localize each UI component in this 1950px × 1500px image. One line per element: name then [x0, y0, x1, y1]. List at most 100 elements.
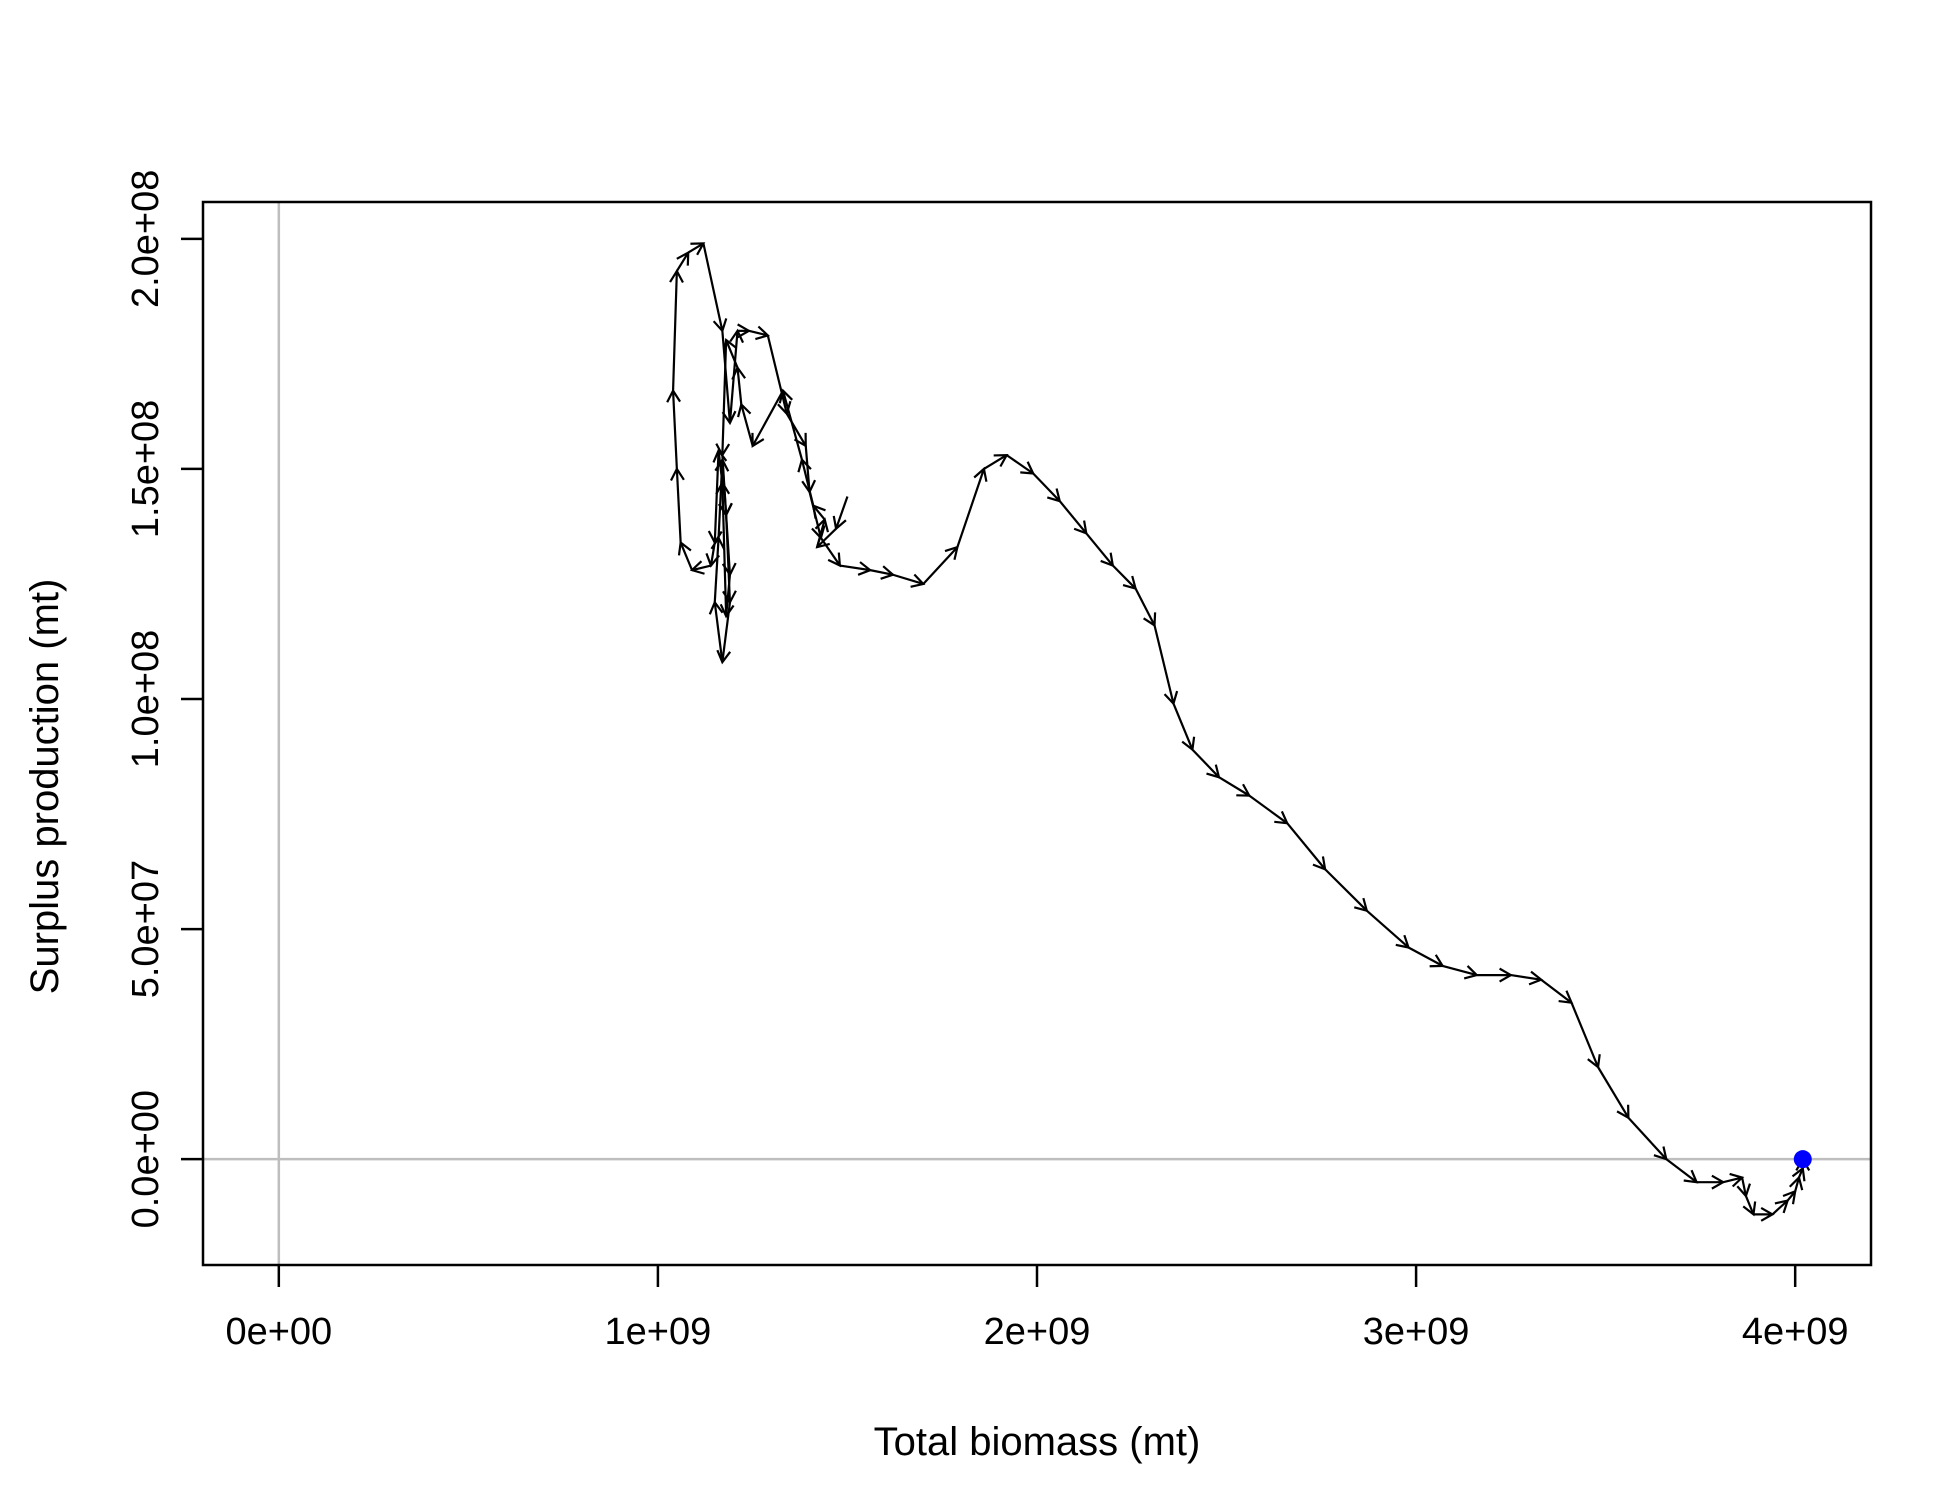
trajectory-segment [736, 367, 743, 405]
trajectory-segment [808, 491, 822, 539]
trajectory-segment [751, 390, 784, 447]
trajectory-arrowhead [832, 515, 847, 531]
trajectory-arrowhead [1020, 461, 1036, 475]
trajectory-segment [983, 454, 1008, 470]
trajectory-arrowhead [729, 328, 745, 344]
trajectory-arrowhead [801, 479, 817, 495]
trajectory-segment [1744, 1195, 1755, 1215]
y-tick-label: 0.0e+00 [125, 1090, 167, 1228]
trajectory-segment [687, 242, 704, 254]
trajectory-segment [671, 270, 678, 391]
trajectory-segment [892, 573, 924, 585]
trajectory-segment [702, 243, 724, 332]
trajectory-segment [1006, 454, 1034, 475]
trajectory-segment [956, 468, 985, 548]
trajectory-segment [748, 329, 769, 337]
trajectory-segment [1366, 909, 1410, 949]
trajectory-segment [1248, 794, 1288, 825]
trajectory-arrowhead [944, 545, 959, 561]
trajectory-arrowhead [811, 525, 826, 541]
trajectory-segment [1085, 532, 1114, 567]
trajectory-arrowhead [676, 250, 690, 266]
trajectory-segment [1722, 1176, 1743, 1184]
trajectory-segment [1407, 946, 1444, 967]
trajectory-arrowhead [1073, 520, 1088, 536]
trajectory-segment [812, 505, 826, 521]
y-axis-label: Surplus production (mt) [23, 579, 67, 995]
trajectory-segment [1191, 748, 1220, 778]
trajectory-segment [679, 542, 694, 571]
trajectory-segment [675, 468, 682, 543]
trajectory-segment [709, 542, 716, 566]
trajectory-segment [785, 413, 807, 447]
trajectory-arrowhead [712, 318, 728, 334]
trajectory-arrowhead [705, 552, 721, 568]
trajectory-arrowhead [1163, 690, 1179, 706]
trajectory-arrowhead [1653, 1146, 1668, 1161]
trajectory-segment [671, 390, 678, 469]
trajectory-arrowhead [1558, 990, 1574, 1005]
trajectory-segment [1032, 472, 1061, 502]
trajectory-arrowhead [1711, 1174, 1726, 1190]
trajectory-segment [1134, 588, 1156, 626]
trajectory-arrowhead [751, 432, 765, 448]
x-tick-label: 3e+09 [1363, 1311, 1470, 1353]
x-axis-label: Total biomass (mt) [874, 1420, 1201, 1464]
trajectory-segment [675, 252, 690, 272]
x-tick-label: 2e+09 [984, 1311, 1091, 1353]
x-tick-label: 1e+09 [605, 1311, 712, 1353]
trajectory-arrowhead [880, 565, 896, 580]
trajectory-arrowhead [708, 600, 724, 615]
end-point-marker [1793, 1150, 1812, 1169]
trajectory-segment [839, 564, 871, 572]
trajectory-segment [766, 335, 788, 414]
trajectory-segment [1741, 1177, 1747, 1197]
trajectory-segment [1153, 625, 1175, 704]
trajectory-segment [816, 519, 826, 548]
trajectory-arrowhead [719, 603, 735, 619]
trajectory-arrowhead [1528, 970, 1544, 986]
y-tick-label: 1.0e+08 [125, 630, 167, 768]
trajectory-segment [1771, 1199, 1789, 1216]
trajectory-segment [713, 537, 720, 603]
trajectory-arrowhead [1236, 783, 1252, 797]
trajectory-series [666, 242, 1811, 1222]
x-axis: 0e+00 1e+09 2e+09 3e+09 4e+09 [225, 1265, 1849, 1353]
x-tick-label: 4e+09 [1742, 1311, 1849, 1353]
trajectory-arrowhead [1774, 1199, 1790, 1214]
trajectory-arrowhead [827, 552, 842, 568]
trajectory-arrowhead [1206, 764, 1221, 779]
y-axis: 0.0e+00 5.0e+07 1.0e+08 1.5e+08 2.0e+08 [125, 170, 203, 1228]
end-point-layer [1793, 1150, 1812, 1169]
trajectory-arrowhead [993, 453, 1009, 468]
trajectory-segment [713, 602, 724, 663]
trajectory-segment [922, 546, 959, 585]
trajectory-segment [835, 496, 849, 530]
trajectory-segment [1442, 964, 1478, 977]
trajectory-arrowhead [1122, 575, 1138, 591]
trajectory-arrowhead [1788, 1175, 1804, 1191]
trajectory-segment [1058, 500, 1088, 535]
trajectory-arrowhead [1499, 967, 1514, 983]
trajectory-arrowhead [1736, 1183, 1751, 1199]
trajectory-segment [1286, 822, 1326, 870]
trajectory-segment [1794, 1177, 1801, 1192]
trajectory-arrowhead [715, 480, 731, 495]
trajectory-segment [721, 482, 728, 617]
trajectory-segment [816, 527, 837, 548]
trajectory-arrowhead [1742, 1201, 1757, 1217]
trajectory-arrowhead [755, 325, 770, 341]
x-tick-label: 0e+00 [225, 1311, 332, 1353]
y-tick-label: 5.0e+07 [125, 860, 167, 998]
trajectory-arrowhead [689, 560, 705, 575]
trajectory-segment [1627, 1117, 1668, 1160]
trajectory-segment [740, 404, 754, 447]
trajectory-segment [1218, 776, 1250, 797]
trajectory-segment [1597, 1066, 1630, 1119]
trajectory-segment [725, 514, 732, 575]
reference-lines [203, 202, 1871, 1265]
trajectory-segment [804, 445, 811, 492]
trajectory-segment [1172, 703, 1194, 751]
trajectory-segment [1570, 1002, 1600, 1068]
